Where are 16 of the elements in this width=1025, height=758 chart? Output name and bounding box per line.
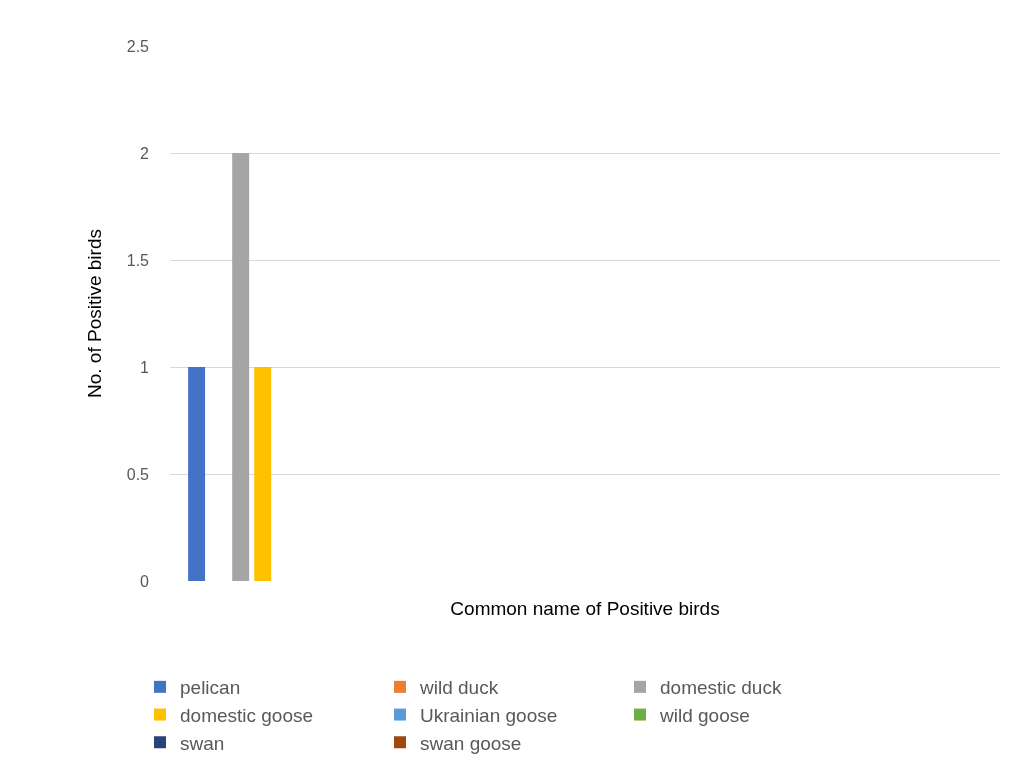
legend-label: wild goose	[659, 704, 750, 726]
y-axis-title: No. of Positive birds	[83, 229, 105, 398]
legend-label: wild duck	[419, 677, 499, 699]
legend-label: Ukrainian goose	[420, 704, 558, 726]
legend-label: swan goose	[420, 732, 522, 754]
y-tick-label: 2.5	[126, 37, 150, 55]
legend-label: pelican	[180, 677, 241, 699]
x-axis-title: Common name of Positive birds	[450, 597, 720, 619]
y-tick-label: 1.5	[126, 251, 150, 269]
legend-label: swan	[180, 732, 225, 754]
y-tick-label: 0.5	[126, 465, 150, 483]
legend-label: domestic duck	[660, 677, 782, 699]
y-tick-label: 2	[140, 144, 150, 162]
y-tick-label: 1	[140, 358, 150, 376]
y-tick-label: 0	[140, 572, 150, 590]
legend-label: domestic goose	[180, 704, 314, 726]
